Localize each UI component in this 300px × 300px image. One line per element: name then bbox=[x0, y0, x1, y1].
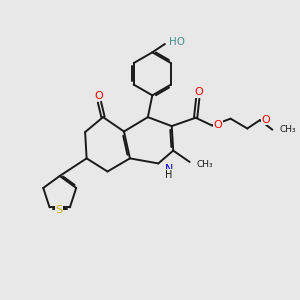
Text: O: O bbox=[214, 120, 222, 130]
Text: HO: HO bbox=[169, 37, 185, 46]
Text: H: H bbox=[165, 170, 172, 180]
Text: O: O bbox=[194, 87, 203, 97]
Text: CH₃: CH₃ bbox=[280, 125, 296, 134]
Text: N: N bbox=[165, 164, 173, 174]
Text: CH₃: CH₃ bbox=[196, 160, 213, 169]
Text: O: O bbox=[94, 91, 103, 100]
Text: S: S bbox=[56, 205, 63, 215]
Text: O: O bbox=[261, 115, 270, 124]
